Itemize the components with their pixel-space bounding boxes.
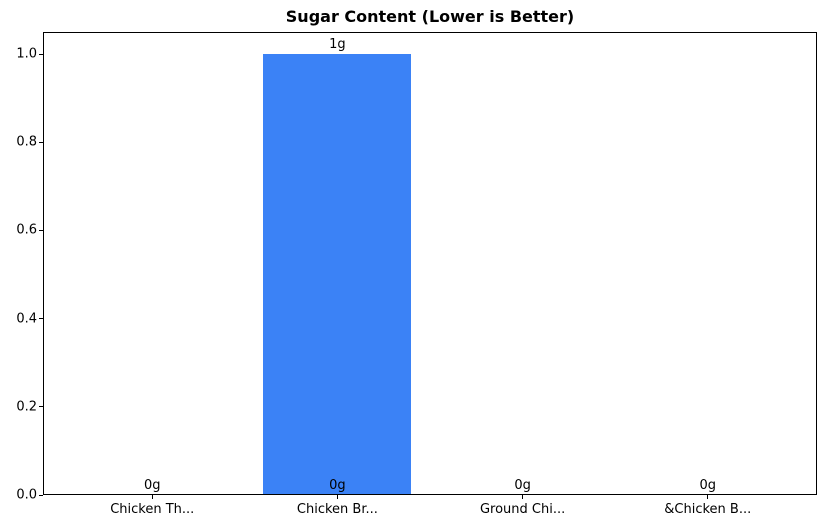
x-tick-mark <box>336 495 338 499</box>
x-tick-mark <box>151 495 153 499</box>
bar-value-label: 1g <box>329 37 346 53</box>
y-tick-label: 0.6 <box>16 222 37 238</box>
y-tick-label: 0.2 <box>16 399 37 415</box>
y-tick-mark <box>39 229 43 231</box>
x-tick-label: Ground Chi... <box>479 502 566 517</box>
chart-title: Sugar Content (Lower is Better) <box>285 7 575 26</box>
plot-area <box>43 32 817 495</box>
y-tick-label: 0.8 <box>16 134 37 150</box>
y-tick-mark <box>39 494 43 496</box>
bar <box>263 54 412 495</box>
bar-value-label: 0g <box>143 478 161 493</box>
y-tick-label: 0.0 <box>16 487 37 503</box>
y-tick-mark <box>39 318 43 320</box>
y-tick-mark <box>39 53 43 55</box>
y-tick-mark <box>39 406 43 408</box>
x-tick-label: Chicken Br... <box>296 502 378 517</box>
bar-value-label: 0g <box>514 478 531 493</box>
y-tick-mark <box>39 141 43 143</box>
y-tick-label: 1.0 <box>16 46 37 62</box>
x-tick-label: &Chicken B... <box>664 502 752 517</box>
x-tick-label: Chicken Th... <box>110 502 195 517</box>
y-tick-label: 0.4 <box>16 311 37 327</box>
bar-value-label: 0g <box>699 478 717 493</box>
x-tick-mark <box>707 495 709 499</box>
x-tick-mark <box>522 495 524 499</box>
bar-value-label: 0g <box>329 478 346 493</box>
